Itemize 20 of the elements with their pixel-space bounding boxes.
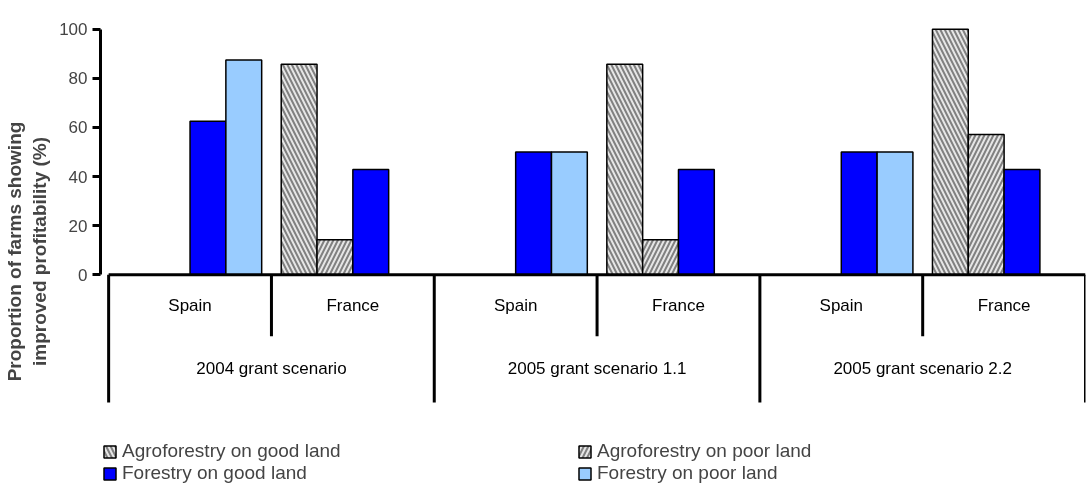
y-axis-title: Proportion of farms showing improved profitability (%) [3, 121, 51, 382]
text: 2004 grant scenario [196, 358, 347, 378]
x-tick-label: France [326, 296, 380, 316]
y-tick-label: 40 [68, 167, 88, 187]
x-tick-label: Spain [819, 296, 864, 316]
x-tick-label: Spain [168, 296, 212, 316]
y-tick-label: 0 [78, 265, 88, 285]
x-tick-label: France [977, 296, 1031, 316]
text: 2005 grant scenario 2.2 [833, 358, 1012, 378]
x-tick-label: Spain [493, 296, 538, 316]
y-tick-label: 60 [68, 118, 88, 138]
legend-label: Forestry on good land [122, 462, 308, 484]
legend-label: Agroforestry on good land [122, 440, 342, 462]
text: 2005 grant scenario 1.1 [507, 358, 687, 378]
y-tick-label: 20 [68, 216, 88, 236]
y-tick-label: 100 [59, 20, 88, 40]
legend-label: Forestry on poor land [597, 462, 779, 484]
y-tick-label: 80 [68, 69, 88, 89]
x-tick-label: France [652, 296, 705, 316]
legend-label: Agroforestry on poor land [597, 440, 813, 462]
